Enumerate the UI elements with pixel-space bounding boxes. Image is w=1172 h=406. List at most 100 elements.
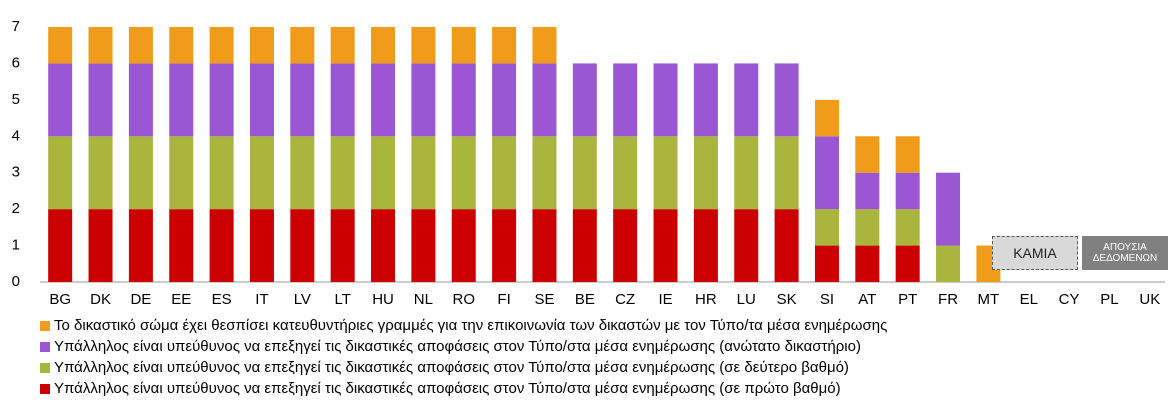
bar-segment (451, 209, 476, 282)
x-tick-label: LT (334, 291, 350, 308)
legend-swatch (40, 384, 50, 394)
x-tick-label: MT (978, 291, 1000, 308)
bar-segment (88, 209, 113, 282)
bar-segment (572, 209, 597, 282)
bar-segment (209, 63, 234, 137)
y-tick-label: 3 (12, 164, 20, 181)
bar-segment (411, 63, 436, 137)
bar-segment (814, 209, 839, 246)
bar-segment (451, 27, 476, 64)
bar-segment (532, 63, 557, 137)
bar-segment (249, 136, 274, 210)
bar-segment (128, 63, 153, 137)
bar-segment (451, 136, 476, 210)
x-tick-label: EL (1020, 291, 1038, 308)
x-tick-label: HR (695, 291, 717, 308)
bar-segment (249, 63, 274, 137)
bar-segment (693, 209, 718, 282)
bar-segment (774, 63, 799, 137)
bar-segment (855, 245, 880, 282)
bar-segment (411, 209, 436, 282)
legend-swatch (40, 363, 50, 373)
legend-label: Υπάλληλος είναι υπεύθυνος να επεξηγεί τι… (54, 380, 841, 397)
bar-segment (693, 136, 718, 210)
bar-segment (936, 172, 961, 246)
bar-segment (290, 136, 315, 210)
bar-segment (128, 27, 153, 64)
bar-segment (411, 27, 436, 64)
bar-segment (774, 209, 799, 282)
annotation: ΚΑΜΙΑ (992, 236, 1078, 270)
bar-segment (693, 63, 718, 137)
x-tick-label: AT (858, 291, 876, 308)
bar-segment (249, 209, 274, 282)
bar-segment (330, 209, 355, 282)
x-tick-label: PT (898, 291, 917, 308)
bar-segment (330, 136, 355, 210)
bar-segment (330, 63, 355, 137)
legend-swatch (40, 342, 50, 352)
x-tick-label: LV (294, 291, 311, 308)
bar-segment (169, 63, 194, 137)
bar-segment (532, 27, 557, 64)
bar-segment (48, 27, 73, 64)
bar-segment (734, 136, 759, 210)
legend-swatch (40, 321, 50, 331)
bar-segment (613, 209, 638, 282)
bar-segment (895, 136, 920, 173)
legend-label: Υπάλληλος είναι υπεύθυνος να επεξηγεί τι… (54, 338, 861, 355)
bar-segment (653, 136, 678, 210)
bar-segment (855, 136, 880, 173)
x-tick-label: EE (171, 291, 191, 308)
bar-segment (290, 27, 315, 64)
bar-segment (249, 27, 274, 64)
bar-segment (88, 136, 113, 210)
legend-label: Το δικαστικό σώμα έχει θεσπίσει κατευθυν… (54, 317, 887, 334)
y-tick-label: 2 (12, 200, 20, 217)
bar-segment (371, 27, 396, 64)
bar-segment (895, 245, 920, 282)
bar-segment (209, 209, 234, 282)
bar-segment (653, 63, 678, 137)
bar-segment (371, 209, 396, 282)
bar-segment (572, 136, 597, 210)
bar-segment (48, 63, 73, 137)
bar-segment (48, 136, 73, 210)
y-tick-label: 7 (12, 18, 20, 35)
bar-segment (613, 63, 638, 137)
bar-segment (88, 63, 113, 137)
bar-segment (855, 209, 880, 246)
bar-segment (330, 27, 355, 64)
y-tick-label: 0 (12, 273, 20, 290)
bar-segment (169, 209, 194, 282)
bar-segment (128, 209, 153, 282)
y-tick-label: 6 (12, 54, 20, 71)
x-tick-label: PL (1100, 291, 1118, 308)
bar-segment (209, 136, 234, 210)
bar-segment (734, 63, 759, 137)
bar-segment (734, 209, 759, 282)
x-tick-label: ES (212, 291, 232, 308)
x-tick-label: CZ (615, 291, 635, 308)
bar-segment (290, 209, 315, 282)
bar-segment (209, 27, 234, 64)
x-tick-label: UK (1139, 291, 1160, 308)
bar-segment (814, 245, 839, 282)
x-tick-label: LU (737, 291, 756, 308)
bar-segment (492, 63, 517, 137)
x-tick-label: HU (372, 291, 394, 308)
y-tick-label: 1 (12, 237, 20, 254)
bar-segment (814, 99, 839, 137)
y-tick-label: 4 (12, 127, 20, 144)
bar-segment (855, 172, 880, 210)
bar-segment (169, 136, 194, 210)
x-tick-label: BE (575, 291, 595, 308)
bar-segment (895, 172, 920, 210)
bar-segment (572, 63, 597, 137)
bar-segment (451, 63, 476, 137)
bar-segment (371, 63, 396, 137)
x-tick-label: IT (255, 291, 268, 308)
bar-segment (936, 245, 961, 282)
bar-segment (895, 209, 920, 246)
